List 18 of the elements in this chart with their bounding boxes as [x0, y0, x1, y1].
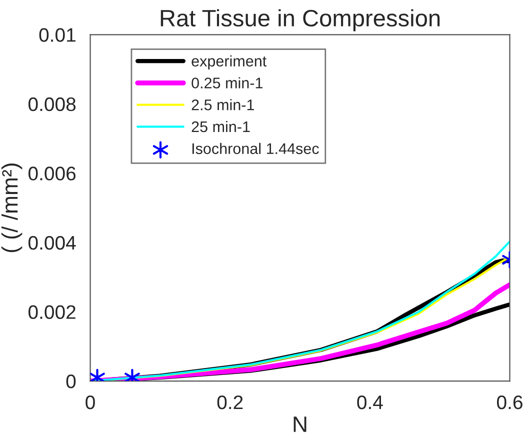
legend-label: experiment	[192, 55, 267, 70]
y-tick-label: 0.01	[39, 28, 76, 42]
legend-label: 25 min-1	[192, 120, 250, 132]
legend-label: 0.25 min-1	[192, 77, 262, 88]
chart-title: Rat Tissue in Compression	[160, 9, 440, 32]
y-tick-label: 0	[66, 374, 76, 388]
x-tick-label: 0.2	[217, 395, 243, 410]
y-tick-label: 0.004	[28, 236, 76, 250]
y-tick-label: 0.002	[28, 305, 76, 319]
legend-label: 2.5 min-1	[192, 99, 254, 110]
legend-label: Isochronal 1.44sec	[192, 142, 319, 154]
y-axis-title: ( (/ /mm²)	[1, 164, 22, 252]
x-tick-label: 0.6	[497, 395, 522, 410]
y-tick-label: 0.006	[28, 166, 76, 180]
y-tick-label: 0.008	[28, 97, 76, 112]
x-axis-title: N	[294, 416, 306, 432]
x-tick-label: 0	[86, 395, 95, 410]
x-tick-label: 0.4	[357, 395, 383, 410]
